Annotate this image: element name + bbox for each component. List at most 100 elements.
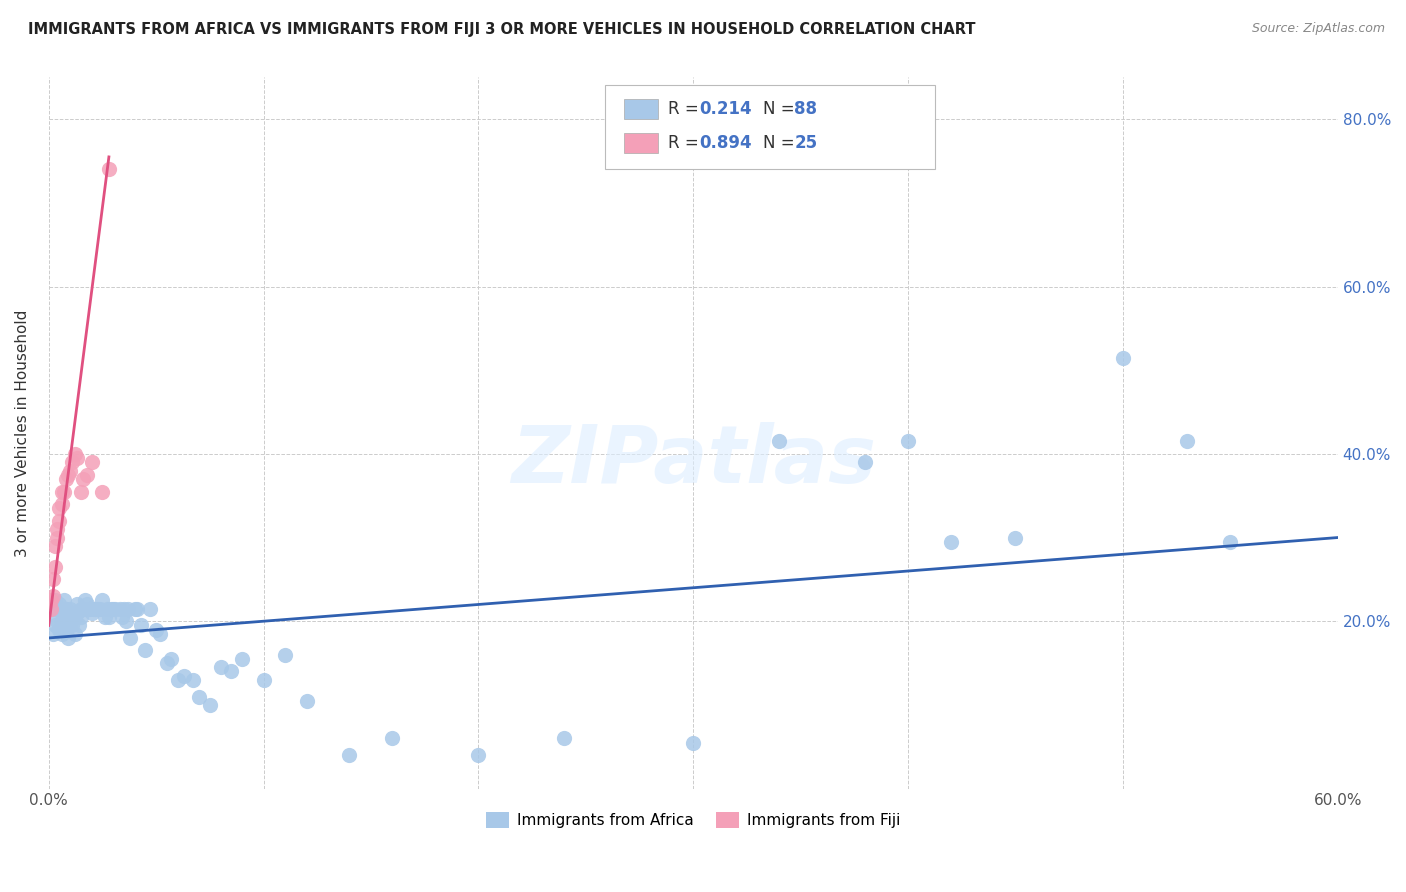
Point <box>156 656 179 670</box>
Point <box>51 484 73 499</box>
Point <box>91 484 114 499</box>
Point <box>1175 434 1198 449</box>
Point <box>76 598 98 612</box>
Point <box>682 735 704 749</box>
Point <box>138 601 160 615</box>
Y-axis label: 3 or more Vehicles in Household: 3 or more Vehicles in Household <box>15 310 30 557</box>
Point <box>48 501 70 516</box>
Point <box>97 610 120 624</box>
Point <box>1112 351 1135 365</box>
Point <box>76 601 98 615</box>
Point <box>72 472 94 486</box>
Point <box>83 601 105 615</box>
Point <box>84 601 107 615</box>
Point <box>42 601 65 615</box>
Point <box>66 606 89 620</box>
Point <box>104 601 127 615</box>
Point <box>467 747 489 762</box>
Point <box>274 648 297 662</box>
Point <box>44 593 66 607</box>
Point <box>63 610 86 624</box>
Point <box>125 601 148 615</box>
Point <box>44 559 66 574</box>
Text: Source: ZipAtlas.com: Source: ZipAtlas.com <box>1251 22 1385 36</box>
Point <box>117 601 139 615</box>
Text: 25: 25 <box>794 134 817 152</box>
Point <box>48 601 70 615</box>
Point <box>56 606 79 620</box>
Point <box>51 626 73 640</box>
Point <box>231 652 253 666</box>
Point <box>173 668 195 682</box>
Text: R =: R = <box>668 100 704 118</box>
Point <box>70 610 93 624</box>
Point <box>39 598 62 612</box>
Point <box>166 673 188 687</box>
Point <box>939 534 962 549</box>
Text: N =: N = <box>763 134 800 152</box>
Point <box>48 598 70 612</box>
Point <box>56 631 79 645</box>
Point <box>252 673 274 687</box>
Point <box>63 447 86 461</box>
Text: 0.894: 0.894 <box>699 134 751 152</box>
Point <box>87 601 110 615</box>
Point <box>134 643 156 657</box>
Point <box>79 601 101 615</box>
Point <box>44 601 66 615</box>
Text: ZIPatlas: ZIPatlas <box>510 423 876 500</box>
Point <box>91 593 114 607</box>
Point <box>44 539 66 553</box>
Point <box>897 434 920 449</box>
Point <box>55 472 77 486</box>
Point <box>70 601 93 615</box>
Point <box>181 673 204 687</box>
Point <box>1004 531 1026 545</box>
Point <box>160 652 183 666</box>
Point <box>381 731 404 746</box>
Point <box>52 601 75 615</box>
Point <box>96 601 118 615</box>
Point <box>295 694 318 708</box>
Text: 0.214: 0.214 <box>699 100 751 118</box>
Point <box>67 618 90 632</box>
Point <box>59 601 82 615</box>
Point <box>39 601 62 615</box>
Point <box>55 618 77 632</box>
Point <box>46 614 69 628</box>
Point <box>97 162 120 177</box>
Point <box>103 601 125 615</box>
Point <box>80 606 103 620</box>
Point <box>70 484 93 499</box>
Point <box>48 514 70 528</box>
Point <box>853 455 876 469</box>
Point <box>44 618 66 632</box>
Point <box>108 601 131 615</box>
Point <box>768 434 790 449</box>
Point <box>66 598 89 612</box>
Point <box>145 623 167 637</box>
Point <box>80 455 103 469</box>
Point <box>120 631 142 645</box>
Point <box>553 731 575 746</box>
Point <box>115 614 138 628</box>
Text: 88: 88 <box>794 100 817 118</box>
Text: IMMIGRANTS FROM AFRICA VS IMMIGRANTS FROM FIJI 3 OR MORE VEHICLES IN HOUSEHOLD C: IMMIGRANTS FROM AFRICA VS IMMIGRANTS FRO… <box>28 22 976 37</box>
Point <box>75 593 97 607</box>
Point <box>198 698 221 712</box>
Point <box>59 464 82 478</box>
Text: R =: R = <box>668 134 704 152</box>
Point <box>100 601 122 615</box>
Point <box>76 467 98 482</box>
Point <box>66 451 89 466</box>
Point <box>39 593 62 607</box>
Point <box>63 626 86 640</box>
Point <box>72 601 94 615</box>
Point <box>52 484 75 499</box>
Point <box>56 467 79 482</box>
Point <box>60 618 83 632</box>
Point <box>52 610 75 624</box>
Point <box>59 618 82 632</box>
Point <box>209 660 232 674</box>
Point <box>129 618 152 632</box>
